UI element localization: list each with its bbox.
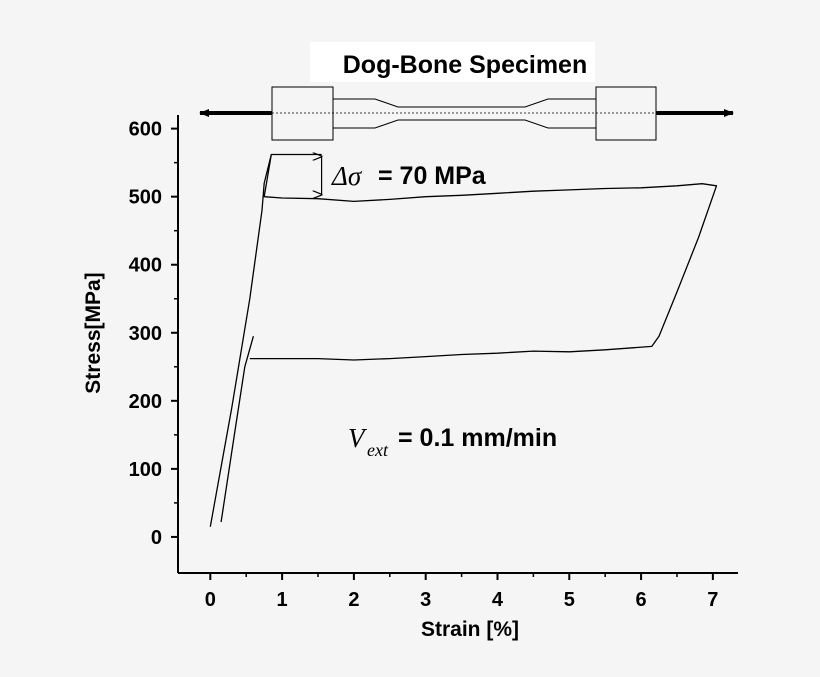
x-tick-label: 1 — [277, 589, 288, 611]
delta-sigma-value: = 70 MPa — [378, 162, 487, 190]
left-grip — [271, 86, 334, 141]
specimen-title: Dog-Bone Specimen — [343, 51, 587, 79]
axes: 0 1 2 3 4 5 6 7 0 100 200 300 400 500 600 — [129, 115, 738, 611]
extension-rate-annotation: V ext = 0.1 mm/min — [348, 423, 557, 460]
series-line-1 — [209, 153, 718, 527]
y-axis-ticks: 0 100 200 300 400 500 600 — [129, 119, 178, 549]
y-tick-label: 200 — [129, 391, 162, 413]
y-tick-label: 600 — [129, 119, 162, 141]
x-tick-label: 6 — [636, 589, 647, 611]
x-axis-ticks: 0 1 2 3 4 5 6 7 — [205, 573, 718, 611]
x-tick-label: 0 — [205, 589, 216, 611]
y-tick-label: 100 — [129, 459, 162, 481]
x-tick-label: 5 — [564, 589, 575, 611]
y-tick-label: 300 — [129, 323, 162, 345]
delta-sigma-annotation: Δσ = 70 MPa — [271, 154, 487, 194]
x-axis-title: Strain [%] — [421, 618, 519, 641]
delta-sigma-symbol: Δσ — [331, 161, 363, 191]
rate-value: = 0.1 mm/min — [398, 424, 557, 452]
y-tick-label: 400 — [129, 255, 162, 277]
y-axis-title: Stress[MPa] — [82, 272, 105, 393]
data-series — [209, 153, 718, 527]
y-tick-label: 0 — [151, 527, 162, 549]
x-tick-label: 3 — [420, 589, 431, 611]
y-tick-label: 500 — [129, 187, 162, 209]
specimen-title-background — [310, 42, 595, 82]
x-tick-label: 7 — [707, 589, 718, 611]
rate-symbol: V — [348, 423, 368, 453]
x-tick-label: 4 — [492, 589, 504, 611]
rate-subscript: ext — [367, 440, 389, 460]
specimen-body — [332, 98, 597, 129]
dog-bone-specimen-illustration — [199, 86, 734, 141]
series-line-2 — [220, 336, 255, 523]
right-grip — [595, 86, 657, 141]
x-tick-label: 2 — [348, 589, 359, 611]
